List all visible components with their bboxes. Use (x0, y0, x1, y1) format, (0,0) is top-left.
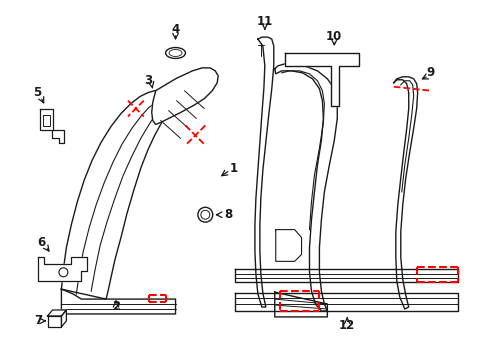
Polygon shape (47, 316, 61, 327)
Text: 2: 2 (112, 300, 120, 312)
Polygon shape (235, 293, 457, 311)
Polygon shape (151, 68, 218, 125)
Text: 7: 7 (35, 314, 42, 327)
Polygon shape (61, 91, 170, 299)
Polygon shape (42, 114, 49, 126)
Text: 3: 3 (144, 74, 152, 87)
Polygon shape (38, 257, 87, 281)
Text: 6: 6 (38, 236, 45, 249)
Text: 1: 1 (229, 162, 238, 175)
Polygon shape (61, 289, 175, 314)
Text: 11: 11 (256, 15, 272, 28)
Text: 4: 4 (171, 23, 179, 36)
Polygon shape (235, 269, 457, 282)
Text: 5: 5 (33, 86, 41, 99)
Text: 8: 8 (224, 208, 232, 221)
Polygon shape (284, 53, 358, 105)
Polygon shape (61, 310, 66, 327)
Polygon shape (40, 109, 64, 143)
Polygon shape (274, 292, 326, 317)
Text: 9: 9 (426, 66, 434, 79)
Polygon shape (393, 77, 417, 309)
Polygon shape (47, 310, 66, 316)
Text: 12: 12 (338, 319, 355, 332)
Polygon shape (274, 64, 337, 311)
Text: 10: 10 (325, 30, 342, 42)
Polygon shape (254, 37, 273, 307)
Polygon shape (275, 230, 301, 261)
